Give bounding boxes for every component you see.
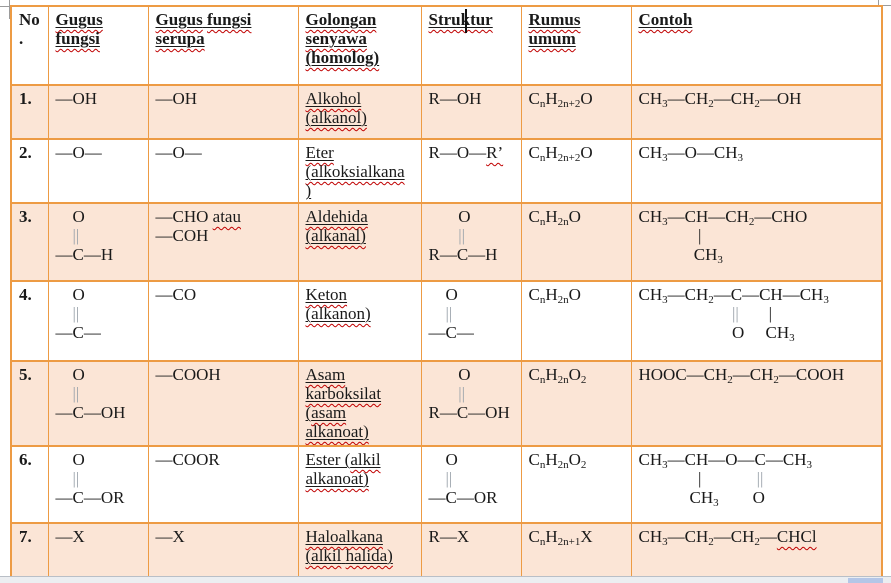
functional-groups-table: No . Gugus fungsi Gugus fungsi serupa Go… [10, 5, 883, 579]
cell-struktur[interactable]: R—OH [420, 84, 522, 140]
cell-gugus-fungsi[interactable]: O || —C— [47, 280, 149, 362]
cell-no[interactable]: 5. [10, 360, 49, 447]
cell-no[interactable]: 2. [10, 138, 49, 204]
header-gugus-fungsi-label: Gugus fungsi [55, 10, 103, 48]
cell-contoh[interactable]: HOOC—CH2—CH2—COOH [630, 360, 883, 447]
header-golongan-senyawa-label: Golongan senyawa (homolog) [305, 10, 380, 67]
cell-rumus-umum[interactable]: CnH2nO2 [520, 360, 632, 447]
header-no[interactable]: No . [10, 5, 49, 86]
table-row: 4. O || —C— —CO Keton (alkanon) O || —C—… [10, 280, 883, 362]
cell-gugus-fungsi[interactable]: O || —C—OH [47, 360, 149, 447]
cell-gugus-fungsi[interactable]: —OH [47, 84, 149, 140]
cell-golongan[interactable]: Haloalkana (alkil halida) [297, 522, 422, 579]
page-corner-mark-top-right [878, 5, 891, 6]
cell-gugus-fungsi[interactable]: O || —C—H [47, 202, 149, 282]
header-golongan-senyawa[interactable]: Golongan senyawa (homolog) [297, 5, 422, 86]
cell-gugus-fungsi-serupa[interactable]: —COOR [147, 445, 299, 524]
header-gugus-fungsi-serupa-label: Gugus fungsi serupa [155, 10, 252, 48]
cell-gugus-fungsi-serupa[interactable]: —X [147, 522, 299, 579]
cell-contoh[interactable]: CH3—O—CH3 [630, 138, 883, 204]
page-corner-mark-top-left [0, 6, 10, 7]
header-no-label: No . [19, 10, 40, 48]
table-row: 2. —O— —O— Eter (alkoksialkana ) R—O—R’ … [10, 138, 883, 204]
cell-contoh[interactable]: CH3—CH—CH2—CHO | CH3 [630, 202, 883, 282]
table-row: 6. O || —C—OR —COOR Ester (alkil alkanoa… [10, 445, 883, 524]
cell-no[interactable]: 4. [10, 280, 49, 362]
cell-no[interactable]: 3. [10, 202, 49, 282]
cell-golongan[interactable]: Ester (alkil alkanoat) [297, 445, 422, 524]
header-gugus-fungsi-serupa[interactable]: Gugus fungsi serupa [147, 5, 299, 86]
cell-rumus-umum[interactable]: CnH2n+2O [520, 84, 632, 140]
cell-rumus-umum[interactable]: CnH2nO [520, 202, 632, 282]
scrollbar-thumb[interactable] [848, 578, 883, 583]
cell-gugus-fungsi[interactable]: O || —C—OR [47, 445, 149, 524]
cell-struktur[interactable]: O || R—C—H [420, 202, 522, 282]
cell-golongan[interactable]: Alkohol (alkanol) [297, 84, 422, 140]
cell-no[interactable]: 1. [10, 84, 49, 140]
header-contoh[interactable]: Contoh [630, 5, 883, 86]
cell-golongan[interactable]: Eter (alkoksialkana ) [297, 138, 422, 204]
text-cursor [464, 9, 467, 33]
cell-struktur[interactable]: O || —C— [420, 280, 522, 362]
cell-golongan[interactable]: Aldehida (alkanal) [297, 202, 422, 282]
cell-contoh[interactable]: CH3—CH—O—C—CH3 | || CH3 O [630, 445, 883, 524]
table-row: 1. —OH —OH Alkohol (alkanol) R—OH CnH2n+… [10, 84, 883, 140]
header-rumus-umum-label: Rumus umum [528, 10, 581, 48]
cell-gugus-fungsi[interactable]: —X [47, 522, 149, 579]
cell-struktur[interactable]: R—X [420, 522, 522, 579]
header-contoh-label: Contoh [638, 10, 693, 29]
cell-gugus-fungsi-serupa[interactable]: —O— [147, 138, 299, 204]
horizontal-scrollbar[interactable] [0, 576, 891, 583]
cell-contoh[interactable]: CH3—CH2—CH2—OH [630, 84, 883, 140]
cell-rumus-umum[interactable]: CnH2n+2O [520, 138, 632, 204]
cell-gugus-fungsi-serupa[interactable]: —CO [147, 280, 299, 362]
cell-golongan[interactable]: Keton (alkanon) [297, 280, 422, 362]
cell-gugus-fungsi-serupa[interactable]: —OH [147, 84, 299, 140]
table-row: 5. O || —C—OH —COOH Asam karboksilat (as… [10, 360, 883, 447]
table-row: 7. —X —X Haloalkana (alkil halida) R—X C… [10, 522, 883, 579]
table-row: 3. O || —C—H —CHO atau —COH Aldehida (al… [10, 202, 883, 282]
cell-struktur[interactable]: O || R—C—OH [420, 360, 522, 447]
header-rumus-umum[interactable]: Rumus umum [520, 5, 632, 86]
header-gugus-fungsi[interactable]: Gugus fungsi [47, 5, 149, 86]
cell-contoh[interactable]: CH3—CH2—C—CH—CH3 || | O CH3 [630, 280, 883, 362]
page-corner-mark-top-right [878, 0, 879, 6]
cell-rumus-umum[interactable]: CnH2nO [520, 280, 632, 362]
cell-rumus-umum[interactable]: CnH2n+1X [520, 522, 632, 579]
cell-struktur[interactable]: O || —C—OR [420, 445, 522, 524]
cell-no[interactable]: 7. [10, 522, 49, 579]
page-corner-mark-top-left [9, 0, 10, 19]
cell-gugus-fungsi[interactable]: —O— [47, 138, 149, 204]
cell-no[interactable]: 6. [10, 445, 49, 524]
cell-gugus-fungsi-serupa[interactable]: —CHO atau —COH [147, 202, 299, 282]
cell-rumus-umum[interactable]: CnH2nO2 [520, 445, 632, 524]
cell-struktur[interactable]: R—O—R’ [420, 138, 522, 204]
header-row: No . Gugus fungsi Gugus fungsi serupa Go… [10, 5, 883, 86]
cell-contoh[interactable]: CH3—CH2—CH2—CHCl [630, 522, 883, 579]
header-struktur-label: Struktur [428, 10, 493, 29]
cell-golongan[interactable]: Asam karboksilat (asam alkanoat) [297, 360, 422, 447]
cell-gugus-fungsi-serupa[interactable]: —COOH [147, 360, 299, 447]
header-struktur[interactable]: Struktur [420, 5, 522, 86]
